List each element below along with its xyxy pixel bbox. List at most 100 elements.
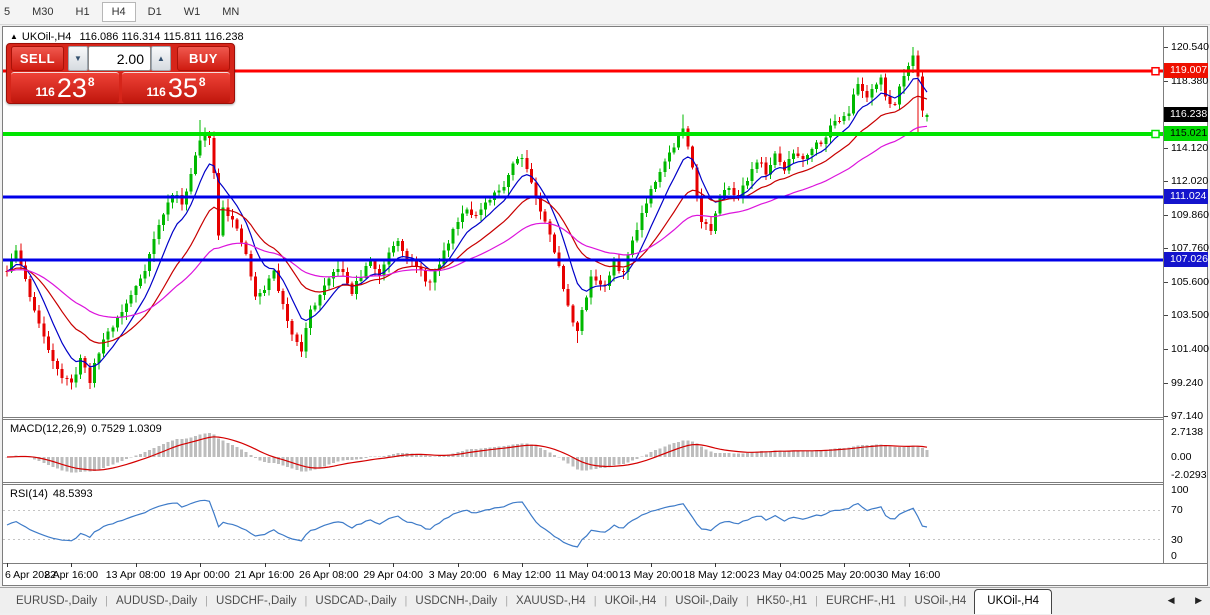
volume-increase-button[interactable]: ▲ — [151, 46, 171, 71]
macd-histogram-bar — [828, 449, 832, 457]
timeframe-button-w1[interactable]: W1 — [183, 6, 201, 18]
candle-body — [129, 294, 133, 304]
chart-tab-eurchf-h1[interactable]: EURCHF-,H1 — [826, 595, 896, 607]
line-marker[interactable] — [1151, 66, 1160, 76]
pane-splitter[interactable] — [3, 417, 1207, 420]
candle-body — [695, 167, 699, 197]
candle-body — [856, 83, 860, 95]
macd-histogram-bar — [240, 449, 244, 457]
macd-histogram-bar — [341, 457, 345, 461]
macd-indicator-pane[interactable] — [3, 420, 1163, 482]
chart-tab-usdcad-daily[interactable]: USDCAD-,Daily — [315, 595, 397, 607]
price-tick-label: 120.540 — [1171, 41, 1209, 54]
time-tick-mark — [779, 563, 781, 567]
macd-histogram-bar — [644, 454, 648, 457]
candle-body — [125, 303, 129, 313]
chart-tab-hk50-h1[interactable]: HK50-,H1 — [756, 595, 808, 607]
macd-histogram-bar — [870, 444, 874, 457]
candle-body — [313, 305, 317, 310]
price-tick-label: 103.500 — [1171, 309, 1209, 322]
macd-histogram-bar — [897, 447, 901, 457]
sell-price-prefix: 116 — [35, 85, 55, 99]
buy-button[interactable]: BUY — [177, 46, 230, 71]
macd-histogram-bar — [815, 450, 819, 457]
collapse-triangle-icon[interactable]: ▲ — [10, 32, 18, 41]
macd-histogram-bar — [920, 448, 924, 457]
candle-body — [23, 265, 27, 280]
time-tick-mark — [264, 563, 266, 567]
candle-body — [805, 154, 809, 160]
pane-splitter[interactable] — [3, 482, 1207, 485]
time-tick-label: 29 Apr 04:00 — [363, 569, 423, 581]
chart-tab-usdcnh-daily[interactable]: USDCNH-,Daily — [415, 595, 498, 607]
candle-body — [65, 377, 69, 379]
macd-histogram-bar — [69, 457, 73, 473]
candle-body — [851, 94, 855, 114]
macd-histogram-bar — [373, 456, 377, 457]
time-tick-label: 21 Apr 16:00 — [234, 569, 295, 581]
macd-histogram-bar — [603, 457, 607, 468]
chart-title: ▲ UKOil-,H4 116.086 116.314 115.811 116.23… — [10, 31, 244, 43]
timeframe-button-m30[interactable]: M30 — [32, 6, 54, 18]
tab-scroll-right-icon[interactable]: ▶ — [1195, 595, 1202, 605]
time-tick-mark — [715, 563, 717, 567]
timeframe-button-d1[interactable]: D1 — [147, 6, 162, 18]
candle-body — [460, 213, 464, 222]
macd-histogram-bar — [88, 457, 92, 472]
macd-histogram-bar — [433, 456, 437, 457]
chart-tab-usoil-h4[interactable]: USOil-,H4 — [914, 595, 967, 607]
timeframe-button-h1[interactable]: H1 — [75, 6, 90, 18]
candle-body — [79, 357, 83, 375]
macd-histogram-bar — [520, 443, 524, 457]
tab-separator: | — [304, 595, 308, 607]
timeframe-button-mn[interactable]: MN — [222, 6, 240, 18]
candle-body — [608, 275, 612, 286]
sell-price-display[interactable]: 116 23 8 — [11, 72, 119, 103]
macd-histogram-bar — [612, 457, 616, 466]
candle-body — [396, 240, 400, 246]
macd-histogram-bar — [686, 440, 690, 457]
time-axis[interactable]: 6 Apr 2022 8 Apr 16:00 13 Apr 08:00 19 Apr … — [3, 563, 1207, 585]
volume-input[interactable] — [88, 46, 151, 71]
candle-body — [483, 202, 487, 210]
price-tick-label: 97.140 — [1171, 409, 1204, 422]
chart-tab-eurusd-daily[interactable]: EURUSD-,Daily — [16, 595, 98, 607]
macd-histogram-bar — [704, 449, 708, 457]
macd-histogram-bar — [143, 452, 147, 457]
candle-body — [19, 250, 23, 266]
buy-price-display[interactable]: 116 35 8 — [122, 72, 230, 103]
chart-tab-ukoil-h4[interactable]: UKOil-,H4 — [974, 589, 1053, 614]
tab-scroll-arrows: ◀ ▶ — [1150, 595, 1202, 606]
candle-body — [10, 258, 14, 272]
sell-button[interactable]: SELL — [11, 46, 64, 71]
rsi-indicator-pane[interactable] — [3, 485, 1163, 563]
candle-body — [548, 221, 552, 235]
candle-body — [562, 265, 566, 289]
macd-histogram-bar — [594, 457, 598, 469]
chart-tab-usdchf-daily[interactable]: USDCHF-,Daily — [216, 595, 297, 607]
candle-body — [92, 362, 96, 384]
macd-histogram-bar — [713, 452, 717, 457]
timeframe-button-5[interactable]: 5 — [4, 6, 11, 18]
macd-histogram-bar — [787, 450, 791, 457]
buy-price-big: 35 — [167, 73, 198, 103]
macd-histogram-bar — [695, 443, 699, 457]
price-axis[interactable]: 120.540 118.380 114.120 112.020 109.860 107.7… — [1163, 27, 1209, 563]
tab-scroll-left-icon[interactable]: ◀ — [1167, 595, 1175, 605]
timeframe-button-h4[interactable]: H4 — [101, 2, 136, 22]
volume-decrease-button[interactable]: ▼ — [68, 46, 88, 71]
line-marker[interactable] — [1151, 129, 1160, 139]
macd-histogram-bar — [861, 444, 865, 457]
macd-histogram-bar — [838, 448, 842, 457]
candle-body — [801, 156, 805, 160]
chart-tab-usoil-daily[interactable]: USOil-,Daily — [675, 595, 738, 607]
candle-body — [640, 212, 644, 230]
chart-tab-ukoil-h4[interactable]: UKOil-,H4 — [604, 595, 657, 607]
chart-tab-audusd-daily[interactable]: AUDUSD-,Daily — [116, 595, 198, 607]
candle-body — [635, 229, 639, 241]
chart-tab-xauusd-h4[interactable]: XAUUSD-,H4 — [516, 595, 586, 607]
macd-histogram-bar — [33, 457, 37, 460]
macd-histogram-bar — [79, 457, 83, 472]
candle-body — [819, 142, 823, 145]
candle-body — [240, 228, 244, 243]
